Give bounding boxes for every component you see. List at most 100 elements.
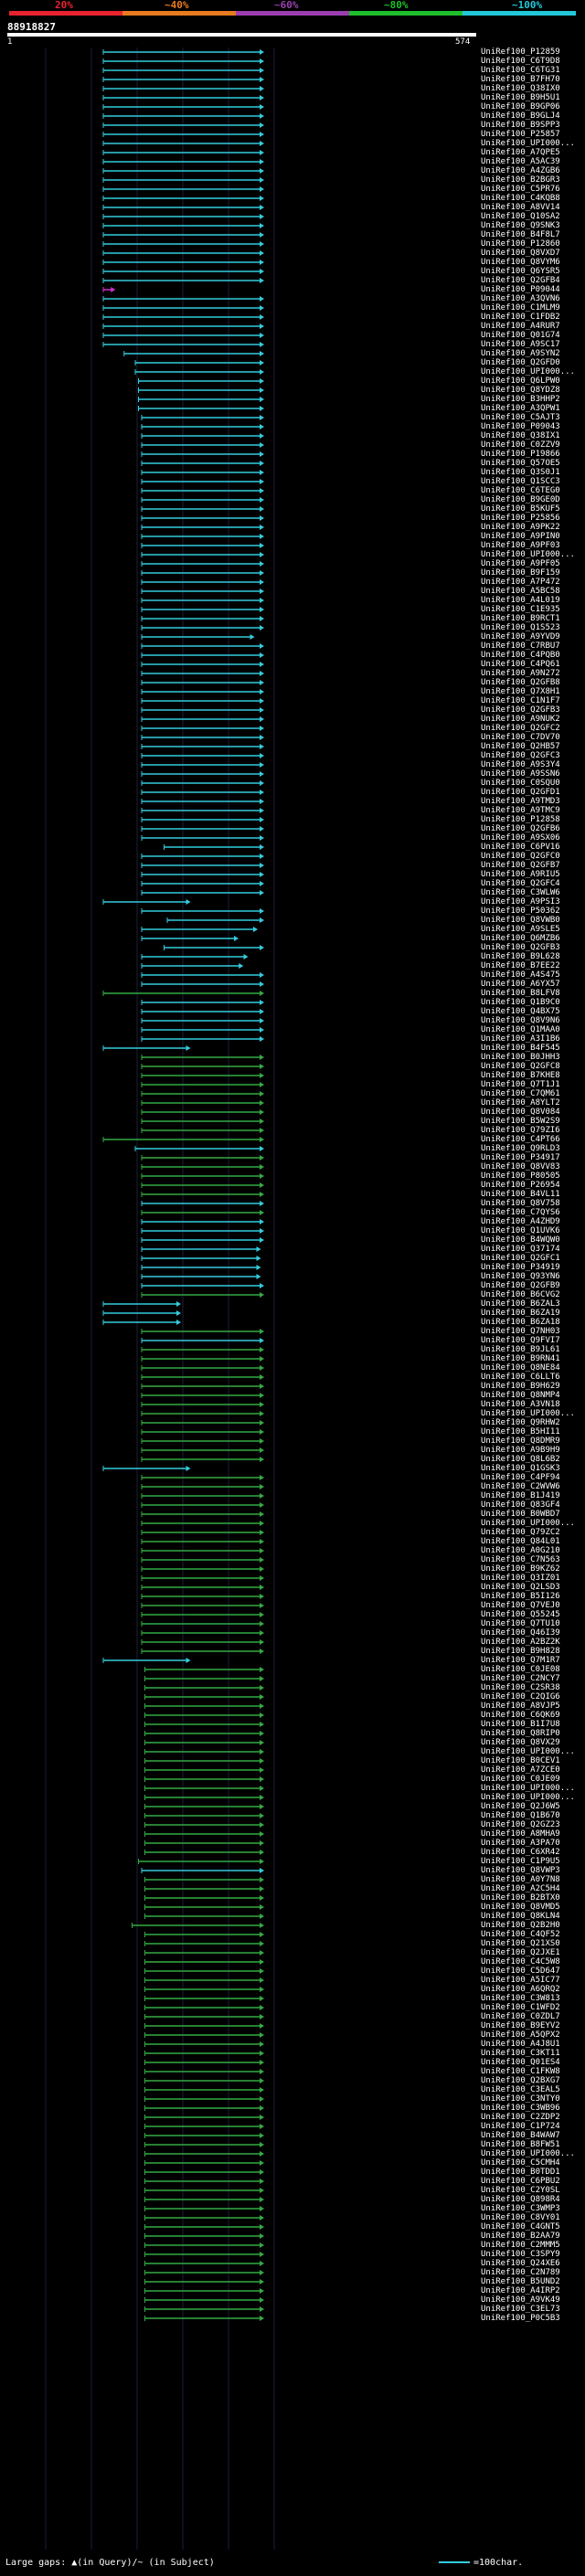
hit-label-link[interactable]: UniRef100_Q38IX0 [481,84,560,93]
hit-label-link[interactable]: UniRef100_Q1B670 [481,1811,560,1820]
hit-label-link[interactable]: UniRef100_C3WMP3 [481,2204,560,2213]
hit-label-link[interactable]: UniRef100_Q37174 [481,1245,560,1254]
hit-label-link[interactable]: UniRef100_Q79ZC2 [481,1528,560,1537]
hit-label-link[interactable]: UniRef100_Q2GFB6 [481,824,560,833]
hit-label-link[interactable]: UniRef100_P25856 [481,514,560,523]
hit-label-link[interactable]: UniRef100_B6CVG2 [481,1290,560,1299]
hit-label-link[interactable]: UniRef100_Q24XE6 [481,2259,560,2268]
hit-label-link[interactable]: UniRef100_B9KZ62 [481,1564,560,1574]
hit-label-link[interactable]: UniRef100_C4PQB0 [481,651,560,660]
hit-label-link[interactable]: UniRef100_B7KHE8 [481,1071,560,1080]
hit-label-link[interactable]: UniRef100_UPI000... [481,1747,575,1756]
hit-label-link[interactable]: UniRef100_Q38IX1 [481,431,560,440]
hit-label-link[interactable]: UniRef100_C2MMM5 [481,2241,560,2250]
hit-label-link[interactable]: UniRef100_UPI000... [481,1784,575,1793]
hit-label-link[interactable]: UniRef100_UPI000... [481,367,575,376]
hit-label-link[interactable]: UniRef100_C1WFD2 [481,2003,560,2012]
hit-label-link[interactable]: UniRef100_Q01G74 [481,331,560,340]
hit-label-link[interactable]: UniRef100_Q2LSD3 [481,1583,560,1592]
hit-label-link[interactable]: UniRef100_Q8DMR9 [481,1436,560,1446]
hit-label-link[interactable]: UniRef100_B0JHH3 [481,1053,560,1062]
hit-label-link[interactable]: UniRef100_Q898R4 [481,2195,560,2204]
hit-label-link[interactable]: UniRef100_Q55245 [481,1610,560,1619]
hit-label-link[interactable]: UniRef100_A8YLT2 [481,1098,560,1108]
hit-label-link[interactable]: UniRef100_UPI000... [481,1519,575,1528]
hit-label-link[interactable]: UniRef100_B1I7U8 [481,1720,560,1729]
hit-label-link[interactable]: UniRef100_A2BZ2K [481,1638,560,1647]
hit-label-link[interactable]: UniRef100_C3WLW6 [481,888,560,897]
hit-label-link[interactable]: UniRef100_C3EAL5 [481,2085,560,2094]
hit-label-link[interactable]: UniRef100_A9SLE5 [481,925,560,934]
hit-label-link[interactable]: UniRef100_C1FKW8 [481,2067,560,2076]
hit-label-link[interactable]: UniRef100_C1P724 [481,2122,560,2131]
hit-label-link[interactable]: UniRef100_B9GP06 [481,102,560,111]
hit-label-link[interactable]: UniRef100_A3QVN6 [481,294,560,303]
hit-label-link[interactable]: UniRef100_Q2B2H0 [481,1921,560,1930]
hit-label-link[interactable]: UniRef100_A9SX06 [481,833,560,843]
hit-label-link[interactable]: UniRef100_Q2GFB3 [481,705,560,715]
hit-label-link[interactable]: UniRef100_Q9FVI7 [481,1336,560,1345]
hit-label-link[interactable]: UniRef100_B9GLJ4 [481,111,560,121]
hit-label-link[interactable]: UniRef100_P80505 [481,1171,560,1181]
hit-label-link[interactable]: UniRef100_A4ZHD9 [481,1217,560,1226]
hit-label-link[interactable]: UniRef100_UPI000... [481,2149,575,2158]
hit-label-link[interactable]: UniRef100_C2Y0SL [481,2186,560,2195]
hit-label-link[interactable]: UniRef100_Q9RHW2 [481,1418,560,1427]
hit-label-link[interactable]: UniRef100_B6ZA19 [481,1309,560,1318]
hit-label-link[interactable]: UniRef100_Q21XS0 [481,1939,560,1948]
hit-label-link[interactable]: UniRef100_C4QF52 [481,1930,560,1939]
hit-label-link[interactable]: UniRef100_B6ZA18 [481,1318,560,1327]
hit-label-link[interactable]: UniRef100_B4VL11 [481,1190,560,1199]
hit-label-link[interactable]: UniRef100_C5D647 [481,1966,560,1976]
hit-label-link[interactable]: UniRef100_Q3S0J1 [481,468,560,477]
hit-label-link[interactable]: UniRef100_B4WAW7 [481,2131,560,2140]
hit-label-link[interactable]: UniRef100_Q84L01 [481,1537,560,1546]
hit-label-link[interactable]: UniRef100_A8MHA9 [481,1829,560,1839]
hit-label-link[interactable]: UniRef100_Q2GZ23 [481,1820,560,1829]
hit-label-link[interactable]: UniRef100_A8VV14 [481,203,560,212]
hit-label-link[interactable]: UniRef100_Q01ES4 [481,2058,560,2067]
hit-label-link[interactable]: UniRef100_C0ZDL7 [481,2012,560,2021]
hit-label-link[interactable]: UniRef100_P26954 [481,1181,560,1190]
hit-label-link[interactable]: UniRef100_B9GE0D [481,495,560,504]
hit-label-link[interactable]: UniRef100_C0ZZV9 [481,440,560,450]
hit-label-link[interactable]: UniRef100_Q2GFC0 [481,852,560,861]
hit-label-link[interactable]: UniRef100_P34917 [481,1153,560,1162]
hit-label-link[interactable]: UniRef100_Q2GFB7 [481,861,560,870]
hit-label-link[interactable]: UniRef100_Q7VEJ0 [481,1601,560,1610]
hit-label-link[interactable]: UniRef100_B9RN41 [481,1354,560,1363]
hit-label-link[interactable]: UniRef100_Q8RIP0 [481,1729,560,1738]
hit-label-link[interactable]: UniRef100_A9TMC9 [481,806,560,815]
hit-label-link[interactable]: UniRef100_Q1S523 [481,623,560,632]
hit-label-link[interactable]: UniRef100_B8LFV8 [481,989,560,998]
hit-label-link[interactable]: UniRef100_A7P472 [481,578,560,587]
hit-label-link[interactable]: UniRef100_Q6LPW0 [481,376,560,386]
hit-label-link[interactable]: UniRef100_B9H629 [481,1382,560,1391]
hit-label-link[interactable]: UniRef100_B7EE22 [481,961,560,970]
hit-label-link[interactable]: UniRef100_C4PF94 [481,1473,560,1482]
hit-label-link[interactable]: UniRef100_A7QPE5 [481,148,560,157]
hit-label-link[interactable]: UniRef100_B2BTX0 [481,1893,560,1903]
hit-label-link[interactable]: UniRef100_A4S475 [481,970,560,980]
hit-label-link[interactable]: UniRef100_C4PQ61 [481,660,560,669]
hit-label-link[interactable]: UniRef100_C0JE08 [481,1665,560,1674]
hit-label-link[interactable]: UniRef100_Q1GSK3 [481,1464,560,1473]
hit-label-link[interactable]: UniRef100_B5UND2 [481,2277,560,2286]
hit-label-link[interactable]: UniRef100_C6TEG0 [481,486,560,495]
hit-label-link[interactable]: UniRef100_Q83GF4 [481,1500,560,1510]
hit-label-link[interactable]: UniRef100_B0TDD1 [481,2168,560,2177]
hit-label-link[interactable]: UniRef100_Q1SCC3 [481,477,560,486]
hit-label-link[interactable]: UniRef100_B2AA79 [481,2231,560,2241]
hit-label-link[interactable]: UniRef100_B9H5U1 [481,93,560,102]
hit-label-link[interactable]: UniRef100_UPI000... [481,1409,575,1418]
hit-label-link[interactable]: UniRef100_C4GNT5 [481,2222,560,2231]
hit-label-link[interactable]: UniRef100_Q4BX75 [481,1007,560,1016]
hit-label-link[interactable]: UniRef100_A9S3Y4 [481,760,560,769]
hit-label-link[interactable]: UniRef100_A9YVD9 [481,632,560,641]
hit-label-link[interactable]: UniRef100_C6XR42 [481,1848,560,1857]
hit-label-link[interactable]: UniRef100_Q8V758 [481,1199,560,1208]
hit-label-link[interactable]: UniRef100_C7QM61 [481,1089,560,1098]
hit-label-link[interactable]: UniRef100_Q8VV83 [481,1162,560,1171]
hit-label-link[interactable]: UniRef100_A9PSI3 [481,897,560,906]
hit-label-link[interactable]: UniRef100_B9F159 [481,568,560,578]
